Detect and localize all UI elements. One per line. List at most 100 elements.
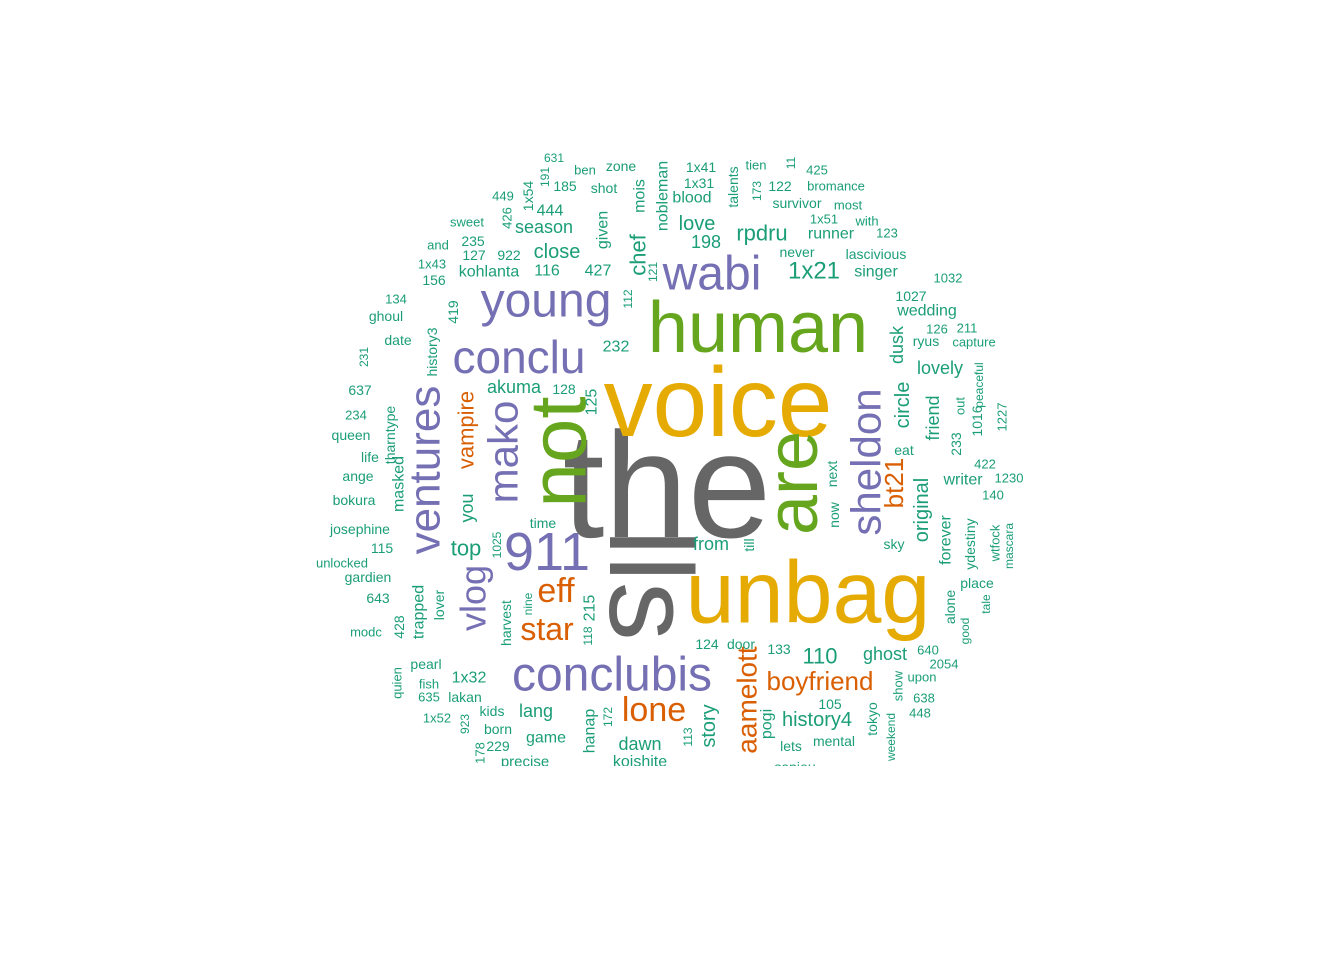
word-ydestiny: ydestiny — [962, 518, 978, 569]
word-now: now — [826, 501, 842, 528]
word-1x43: 1x43 — [418, 257, 446, 272]
word-koishite: koishite — [613, 754, 667, 771]
word-911: 911 — [504, 522, 590, 582]
word-harvest: harvest — [498, 600, 514, 646]
word-637: 637 — [348, 382, 372, 398]
word-1032: 1032 — [934, 271, 963, 286]
word-1027: 1027 — [895, 288, 926, 304]
word-unlocked: unlocked — [316, 556, 368, 571]
word-428: 428 — [391, 615, 407, 639]
word-mental: mental — [813, 733, 855, 749]
word-425: 425 — [806, 163, 828, 178]
word-215: 215 — [582, 595, 599, 622]
word-113: 113 — [681, 727, 695, 746]
word-blood: blood — [672, 190, 711, 207]
word-queen: queen — [332, 427, 371, 443]
word-date: date — [384, 332, 411, 348]
word-mako: mako — [480, 401, 527, 504]
word-lone: lone — [622, 691, 686, 729]
word-voice: voice — [604, 347, 833, 457]
word-638: 638 — [913, 691, 935, 706]
word-115: 115 — [371, 540, 394, 556]
word-not: not — [514, 396, 603, 507]
word-126: 126 — [926, 322, 948, 337]
word-198: 198 — [691, 232, 721, 252]
word-most: most — [834, 198, 863, 213]
word-2054: 2054 — [930, 657, 959, 672]
word-233: 233 — [948, 432, 964, 456]
word-211: 211 — [957, 321, 978, 336]
word-1x41: 1x41 — [686, 159, 717, 175]
word-118: 118 — [581, 626, 595, 645]
word-sapiou: sapiou — [774, 759, 815, 775]
word-1x52: 1x52 — [423, 711, 451, 726]
word-dusk: dusk — [887, 325, 907, 364]
word-chef: chef — [626, 233, 651, 275]
word-110: 110 — [802, 644, 837, 669]
word-448: 448 — [909, 706, 931, 721]
word-history4: history4 — [782, 709, 852, 731]
word-history3: history3 — [424, 327, 440, 376]
word-tokyo: tokyo — [864, 702, 880, 736]
word-runner: runner — [808, 226, 855, 243]
word-you: you — [457, 493, 477, 522]
word-fish: fish — [419, 677, 439, 692]
word-dawn: dawn — [618, 734, 661, 754]
word-life: life — [361, 449, 379, 465]
word-229: 229 — [486, 738, 510, 754]
word-lets: lets — [780, 738, 802, 754]
word-122: 122 — [768, 178, 792, 194]
word-hanap: hanap — [582, 709, 599, 754]
word-1x32: 1x32 — [452, 670, 487, 687]
word-ventures: ventures — [401, 386, 450, 555]
word-923: 923 — [458, 714, 472, 734]
word-next: next — [824, 461, 840, 488]
word-1016: 1016 — [969, 405, 985, 436]
word-tale: tale — [979, 594, 993, 614]
word-1x54: 1x54 — [520, 181, 536, 212]
word-134: 134 — [385, 292, 407, 307]
word-lls: lls — [584, 529, 716, 640]
word-1x51: 1x51 — [810, 212, 838, 227]
word-capture: capture — [952, 335, 995, 350]
word-trapped: trapped — [411, 585, 428, 639]
word-modc: modc — [350, 625, 382, 640]
word-game: game — [526, 730, 566, 747]
word-444: 444 — [537, 203, 564, 220]
word-922: 922 — [497, 247, 521, 263]
word-635: 635 — [418, 690, 440, 705]
word-ghoul: ghoul — [369, 308, 403, 324]
word-191: 191 — [538, 167, 552, 187]
word-love: love — [679, 213, 716, 235]
word-121: 121 — [646, 262, 660, 282]
word-close: close — [534, 241, 581, 263]
word-wabi: wabi — [662, 248, 762, 301]
word-lang: lang — [519, 701, 553, 721]
word-place: place — [960, 575, 994, 591]
word-kids: kids — [480, 703, 505, 719]
word-173: 173 — [750, 181, 764, 201]
word-127: 127 — [462, 247, 486, 263]
word-eff: eff — [537, 572, 575, 610]
word-door: door — [727, 636, 755, 652]
word-conclubis: conclubis — [512, 649, 712, 702]
word-josephine: josephine — [329, 521, 390, 537]
word-star: star — [520, 611, 574, 647]
word-are: are — [753, 431, 833, 535]
word-419: 419 — [445, 300, 461, 324]
word-aamelott: aamelott — [732, 646, 763, 754]
word-bokura: bokura — [333, 492, 376, 508]
word-boyfriend: boyfriend — [767, 666, 874, 696]
word-born: born — [484, 721, 512, 737]
word-lakan: lakan — [448, 689, 481, 705]
word-11: 11 — [784, 156, 798, 169]
word-weekend: weekend — [884, 713, 898, 762]
word-season: season — [515, 217, 573, 237]
word-449: 449 — [492, 189, 514, 204]
word-140: 140 — [982, 488, 1004, 503]
word-talents: talents — [725, 166, 741, 207]
word-wedding: wedding — [896, 303, 957, 320]
word-426: 426 — [500, 207, 515, 229]
word-123: 123 — [876, 226, 898, 241]
word-alone: alone — [942, 590, 958, 624]
